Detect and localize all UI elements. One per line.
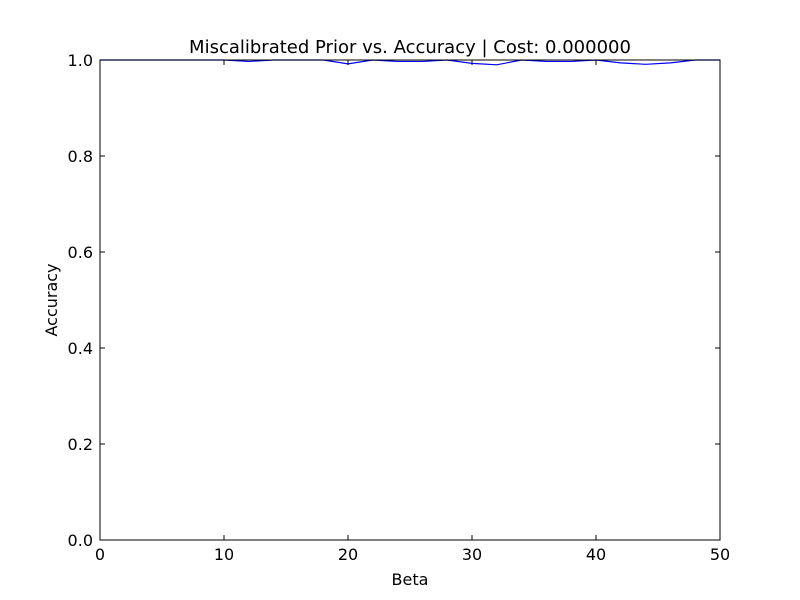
y-tick-label: 1.0 [68, 51, 93, 70]
series-line-0 [100, 59, 720, 66]
x-tick-label: 50 [710, 545, 730, 564]
y-tick-label: 0.8 [68, 147, 93, 166]
y-tick-label: 0.4 [68, 339, 93, 358]
chart-title: Miscalibrated Prior vs. Accuracy | Cost:… [189, 37, 631, 58]
axes-layer: 0 10 20 30 40 50 0.0 0.2 0.4 0.6 0.8 1.0 [68, 51, 731, 564]
x-tick-label: 20 [338, 545, 358, 564]
x-tick-label: 0 [95, 545, 105, 564]
x-tick-label: 40 [586, 545, 606, 564]
x-tick-label: 30 [462, 545, 482, 564]
y-tick-label: 0.6 [68, 243, 93, 262]
y-tick-label: 0.2 [68, 435, 93, 454]
x-axis-label: Beta [392, 570, 429, 589]
plot-frame [99, 59, 721, 541]
series-layer [100, 59, 720, 66]
y-tick-label: 0.0 [68, 531, 93, 550]
x-tick-label: 10 [214, 545, 234, 564]
y-axis-label: Accuracy [42, 263, 61, 336]
